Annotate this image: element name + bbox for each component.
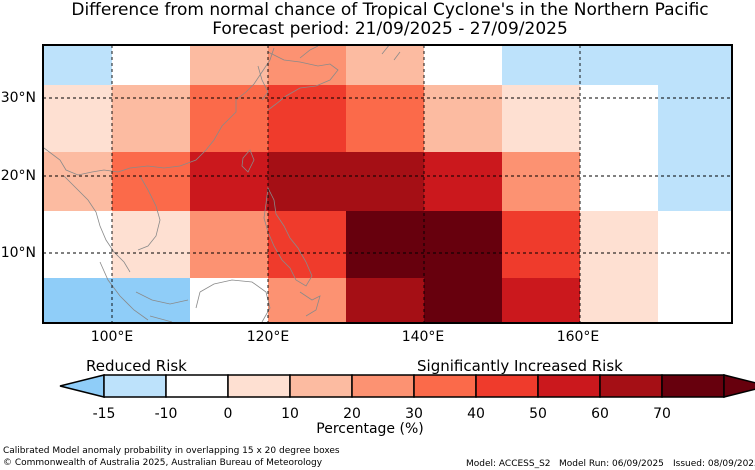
grid-cell <box>190 278 268 323</box>
grid-cell <box>580 45 658 85</box>
grid-cell <box>43 278 112 323</box>
grid-cell <box>346 211 424 278</box>
coast-china <box>43 47 275 176</box>
coast-korea <box>257 65 269 101</box>
colorbar-segment <box>413 374 477 398</box>
grid-cell <box>268 85 346 152</box>
lat-label-10n: 10°N <box>0 245 36 261</box>
colorbar-over-arrow <box>723 374 755 398</box>
colorbar-label: Percentage (%) <box>316 421 424 437</box>
grid-cell <box>580 278 658 323</box>
grid-cell <box>190 45 268 85</box>
colorbar-under-arrow <box>59 374 105 398</box>
coast-borneo <box>195 279 271 323</box>
grid-cell <box>502 45 580 85</box>
lon-label-160e: 160°E <box>556 329 600 345</box>
grid-cell <box>424 152 502 211</box>
cb-tick: 40 <box>467 406 485 422</box>
forecast-period: Forecast period: 21/09/2025 - 27/09/2025 <box>212 19 568 39</box>
footer-note: Calibrated Model anomaly probability in … <box>3 446 340 456</box>
colorbar-segment <box>351 374 415 398</box>
grid-cell <box>424 45 502 85</box>
footer-model-run: Model Run: 06/09/2025 <box>559 459 664 469</box>
cb-tick: 60 <box>591 406 609 422</box>
cb-tick: -10 <box>154 406 178 422</box>
grid-cell <box>112 152 190 211</box>
colorbar-segment <box>227 374 291 398</box>
colorbar <box>59 374 755 398</box>
grid-cell <box>43 211 112 278</box>
grid-cell <box>43 152 112 211</box>
probability-grid <box>43 45 732 323</box>
map-title: Difference from normal chance of Tropica… <box>71 0 709 20</box>
coast-philippines <box>263 186 313 287</box>
lat-label-30n: 30°N <box>0 90 36 106</box>
grid-cell <box>268 211 346 278</box>
grid-cell <box>190 211 268 278</box>
reduced-risk-label: Reduced Risk <box>86 357 187 375</box>
cb-tick: 10 <box>281 406 299 422</box>
grid-cell <box>424 211 502 278</box>
grid-cell <box>268 152 346 211</box>
graticule <box>43 45 732 323</box>
colorbar-segment <box>289 374 353 398</box>
grid-cell <box>346 152 424 211</box>
grid-cell <box>580 85 658 152</box>
grid-cell <box>346 45 424 85</box>
lat-label-20n: 20°N <box>0 168 36 184</box>
footer-issued: Issued: 08/09/2025 <box>673 459 755 469</box>
coast-indochina <box>63 175 161 273</box>
increased-risk-label: Significantly Increased Risk <box>417 357 623 375</box>
grid-cell <box>190 152 268 211</box>
grid-cell <box>658 211 732 278</box>
grid-cell <box>580 211 658 278</box>
colorbar-segment <box>537 374 601 398</box>
cb-tick: 0 <box>223 406 233 422</box>
grid-cell <box>502 211 580 278</box>
grid-cell <box>112 85 190 152</box>
coast-taiwan <box>241 149 255 173</box>
colorbar-segment <box>103 374 167 398</box>
coast-malay <box>99 261 189 323</box>
lon-label-140e: 140°E <box>401 329 445 345</box>
colorbar-segment <box>165 374 229 398</box>
grid-cell <box>268 45 346 85</box>
coast-sulawesi <box>299 291 321 317</box>
grid-cell <box>658 152 732 211</box>
cb-tick: 70 <box>653 406 671 422</box>
grid-cell <box>346 85 424 152</box>
grid-cell <box>112 211 190 278</box>
grid-cell <box>658 278 732 323</box>
grid-cell <box>502 85 580 152</box>
lon-label-120e: 120°E <box>246 329 290 345</box>
cb-tick: 50 <box>529 406 547 422</box>
grid-cell <box>502 152 580 211</box>
footer-model: Model: ACCESS_S2 <box>466 459 551 469</box>
grid-cell <box>424 278 502 323</box>
cb-tick: 30 <box>405 406 423 422</box>
footer-copyright: © Commonwealth of Australia 2025, Austra… <box>3 458 323 468</box>
grid-cell <box>346 278 424 323</box>
colorbar-segment <box>599 374 663 398</box>
colorbar-segment <box>661 374 725 398</box>
grid-cell <box>424 85 502 152</box>
colorbar-segment <box>475 374 539 398</box>
coastlines <box>43 43 401 323</box>
lon-label-100e: 100°E <box>90 329 134 345</box>
coast-japan <box>267 45 339 111</box>
map-frame <box>42 44 733 324</box>
grid-cell <box>43 85 112 152</box>
cb-tick: 20 <box>343 406 361 422</box>
cb-tick: -15 <box>92 406 116 422</box>
grid-cell <box>580 152 658 211</box>
grid-cell <box>658 85 732 152</box>
grid-cell <box>502 278 580 323</box>
grid-cell <box>112 45 190 85</box>
grid-cell <box>658 45 732 85</box>
grid-cell <box>43 45 112 85</box>
